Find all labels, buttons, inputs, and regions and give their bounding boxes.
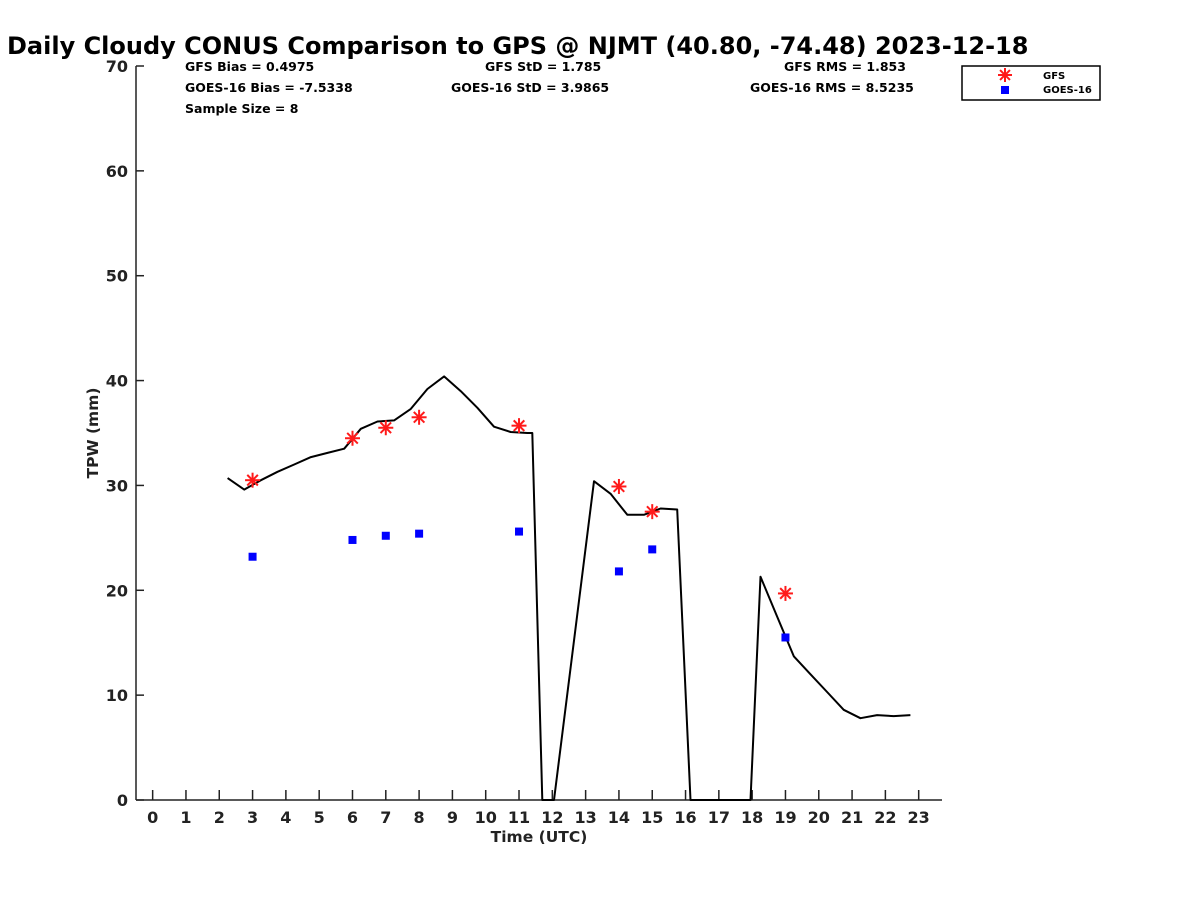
x-axis-label: Time (UTC)	[491, 828, 588, 846]
y-axis-label: TPW (mm)	[84, 388, 102, 479]
gfs-point	[344, 430, 360, 446]
x-tick-label: 17	[708, 808, 730, 827]
x-tick-label: 23	[908, 808, 930, 827]
stat-gfs-bias: GFS Bias = 0.4975	[185, 59, 314, 74]
goes16-point	[614, 567, 623, 576]
y-tick-label: 60	[106, 162, 128, 181]
x-tick-label: 10	[475, 808, 497, 827]
x-tick-label: 12	[541, 808, 563, 827]
x-tick-label: 22	[874, 808, 896, 827]
legend-box	[961, 65, 1101, 101]
goes16-point	[515, 527, 524, 536]
y-tick-label: 0	[117, 791, 128, 810]
x-tick-label: 8	[414, 808, 425, 827]
stat-gfs-std: GFS StD = 1.785	[485, 59, 601, 74]
y-tick-label: 50	[106, 267, 128, 286]
x-tick-label: 21	[841, 808, 863, 827]
y-tick-label: 30	[106, 476, 128, 495]
legend-gfs-label: GFS	[1043, 71, 1065, 82]
legend-gfs-asterisk-icon	[998, 68, 1012, 82]
x-tick-label: 11	[508, 808, 530, 827]
y-tick-label: 10	[106, 686, 128, 705]
legend: GFS GOES-16	[961, 65, 1101, 101]
stat-goes-bias: GOES-16 Bias = -7.5338	[185, 80, 353, 95]
goes16-point	[648, 545, 657, 554]
legend-goes-label: GOES-16	[1043, 85, 1092, 96]
y-tick-label: 40	[106, 372, 128, 391]
x-tick-label: 15	[641, 808, 663, 827]
y-tick-label: 20	[106, 581, 128, 600]
x-tick-label: 18	[741, 808, 763, 827]
y-axis-ticks: 0 10 20 30 40 50 60 70	[106, 57, 144, 810]
goes16-point	[381, 531, 390, 540]
stat-gfs-rms: GFS RMS = 1.853	[784, 59, 906, 74]
gfs-point	[245, 472, 261, 488]
x-tick-label: 20	[808, 808, 830, 827]
goes16-point	[348, 535, 357, 544]
x-tick-label: 1	[180, 808, 191, 827]
x-tick-label: 16	[674, 808, 696, 827]
stat-goes-std: GOES-16 StD = 3.9865	[451, 80, 609, 95]
x-tick-label: 19	[774, 808, 796, 827]
legend-gfs-asterisk-shape	[998, 68, 1012, 82]
plot-series	[227, 375, 911, 801]
gfs-point	[611, 478, 627, 494]
x-tick-label: 9	[447, 808, 458, 827]
x-tick-label: 4	[280, 808, 291, 827]
gfs-point	[644, 504, 660, 520]
x-tick-label: 0	[147, 808, 158, 827]
x-tick-label: 5	[314, 808, 325, 827]
x-tick-label: 14	[608, 808, 630, 827]
x-tick-label: 6	[347, 808, 358, 827]
goes16-point	[781, 633, 790, 642]
goes16-point	[415, 529, 424, 538]
gfs-point	[511, 418, 527, 434]
goes16-point	[248, 552, 257, 561]
stat-sample-size: Sample Size = 8	[185, 101, 298, 116]
gps-tpw-line	[227, 375, 911, 801]
x-tick-label: 2	[214, 808, 225, 827]
chart-title: Daily Cloudy CONUS Comparison to GPS @ N…	[7, 32, 1028, 60]
x-axis-ticks: 0 1 2 3 4 5 6 7 8 9 10 11 12 13 14 15 16 17 18 19 20 21 22 23	[147, 790, 930, 827]
x-tick-label: 3	[247, 808, 258, 827]
gfs-point	[378, 420, 394, 436]
gfs-point	[777, 585, 793, 601]
x-tick-label: 7	[380, 808, 391, 827]
stat-goes-rms: GOES-16 RMS = 8.5235	[750, 80, 914, 95]
x-tick-label: 13	[574, 808, 596, 827]
gfs-point	[411, 409, 427, 425]
legend-goes-square-icon	[1001, 86, 1009, 94]
y-tick-label: 70	[106, 57, 128, 76]
